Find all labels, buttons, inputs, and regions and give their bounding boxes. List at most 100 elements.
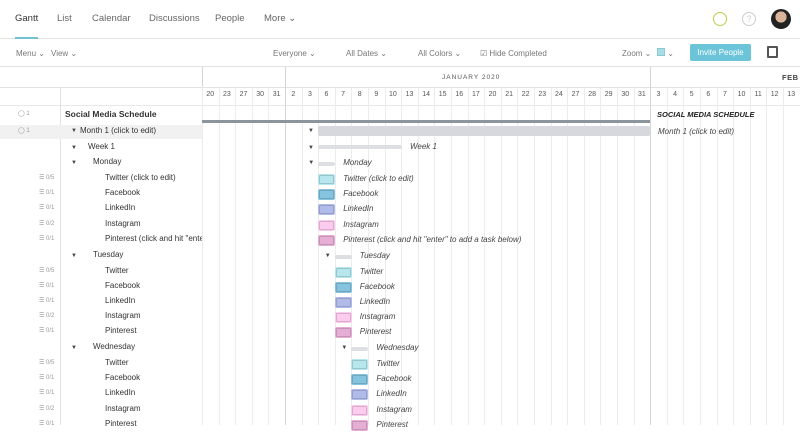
day-gridline: [218, 87, 220, 425]
task-name[interactable]: LinkedIn: [105, 388, 136, 398]
subtask-count[interactable]: ☰ 0/2: [39, 405, 55, 412]
collapse-icon[interactable]: ▼: [71, 345, 77, 351]
collapse-icon[interactable]: ▼: [308, 145, 314, 151]
subtask-count[interactable]: ☰ 0/5: [39, 360, 55, 366]
subtask-count[interactable]: ☰ 0/2: [39, 220, 55, 227]
task-name[interactable]: Facebook: [105, 280, 141, 290]
task-bar-twitter[interactable]: [318, 174, 336, 185]
task-name[interactable]: Pinterest: [105, 418, 137, 428]
task-bar-pinterest[interactable]: [318, 234, 336, 246]
task-bar-instagram[interactable]: [351, 404, 369, 416]
day-name[interactable]: Tuesday: [93, 249, 124, 259]
task-gantt-label: Facebook: [359, 281, 395, 291]
subtask-count[interactable]: ☰ 0/1: [39, 205, 55, 212]
task-bar-pinterest[interactable]: [334, 327, 352, 339]
task-name[interactable]: LinkedIn: [105, 295, 136, 305]
task-bar-pinterest[interactable]: [351, 419, 369, 431]
subtask-count[interactable]: ☰ 0/1: [39, 190, 55, 197]
avatar[interactable]: [771, 9, 791, 29]
collapse-icon[interactable]: ▼: [341, 345, 348, 351]
clock-icon[interactable]: [713, 12, 727, 26]
everyone-dropdown[interactable]: Everyone ⌄: [273, 49, 316, 58]
day-label: 20: [488, 91, 497, 98]
day-bar[interactable]: [318, 162, 336, 166]
day-label: 6: [324, 91, 329, 98]
tab-more[interactable]: More ⌄: [264, 13, 297, 24]
task-name[interactable]: Twitter: [105, 358, 129, 367]
subtask-count[interactable]: ☰ 0/1: [39, 420, 55, 427]
subtask-count[interactable]: ☰ 0/1: [39, 282, 55, 289]
all-colors-dropdown[interactable]: All Colors ⌄: [418, 49, 462, 58]
week-bar[interactable]: [318, 145, 402, 149]
task-gantt-label: Twitter: [359, 266, 384, 276]
subtask-count[interactable]: ☰ 0/1: [39, 328, 55, 335]
day-gridline: [417, 87, 419, 425]
month-bar[interactable]: [318, 126, 650, 136]
month-name[interactable]: Month 1 (click to edit): [80, 126, 157, 135]
task-bar-instagram[interactable]: [334, 312, 352, 324]
tab-people[interactable]: People: [215, 13, 245, 24]
task-bar-twitter[interactable]: [334, 266, 352, 278]
task-bar-facebook[interactable]: [351, 374, 369, 386]
collapse-icon[interactable]: ▼: [71, 160, 77, 166]
tab-list[interactable]: List: [57, 13, 72, 24]
task-bar-facebook[interactable]: [318, 189, 336, 201]
day-gridline: [600, 87, 602, 425]
task-bar-twitter[interactable]: [351, 359, 369, 370]
subtask-count[interactable]: ☰ 0/1: [39, 390, 55, 397]
tab-gantt[interactable]: Gantt: [15, 13, 39, 39]
day-label: 13: [787, 91, 796, 98]
subtask-count[interactable]: ☰ 0/1: [39, 235, 55, 242]
collapse-icon[interactable]: ▼: [324, 252, 331, 259]
task-name[interactable]: Pinterest (click and hit "enter".: [105, 233, 202, 243]
day-name[interactable]: Wednesday: [93, 342, 136, 351]
all-dates-dropdown[interactable]: All Dates ⌄: [346, 49, 387, 58]
collapse-icon[interactable]: ▼: [71, 128, 77, 134]
task-name[interactable]: Instagram: [105, 403, 141, 413]
task-bar-linkedin[interactable]: [351, 389, 369, 401]
comment-count[interactable]: ◯ 1: [18, 111, 30, 117]
task-bar-instagram[interactable]: [318, 219, 336, 231]
day-gridline: [749, 87, 751, 425]
menu-dropdown[interactable]: Menu ⌄: [16, 49, 45, 58]
tab-calendar[interactable]: Calendar: [92, 13, 131, 24]
invite-people-button[interactable]: Invite People: [690, 44, 751, 61]
task-bar-facebook[interactable]: [334, 281, 352, 293]
view-dropdown[interactable]: View ⌄: [51, 49, 78, 58]
day-name[interactable]: Monday: [93, 157, 122, 166]
subtask-count[interactable]: ☰ 0/1: [39, 375, 55, 382]
collapse-icon[interactable]: ▼: [308, 160, 315, 166]
project-bar[interactable]: [202, 120, 650, 123]
task-gantt-label: Pinterest: [376, 419, 408, 429]
task-name[interactable]: Instagram: [105, 218, 141, 228]
task-name[interactable]: Facebook: [105, 188, 141, 198]
task-name[interactable]: LinkedIn: [105, 203, 136, 213]
task-bar-linkedin[interactable]: [318, 204, 336, 216]
task-bar-linkedin[interactable]: [334, 296, 352, 308]
collapse-icon[interactable]: ▼: [71, 145, 77, 151]
present-icon[interactable]: [767, 46, 778, 58]
color-swatch-dropdown[interactable]: ⌄: [657, 48, 674, 58]
day-gridline: [650, 67, 652, 425]
day-label: 21: [505, 91, 513, 98]
task-name[interactable]: Instagram: [105, 311, 141, 321]
tab-discussions[interactable]: Discussions: [149, 13, 200, 24]
day-bar[interactable]: [351, 347, 369, 351]
subtask-count[interactable]: ☰ 0/1: [39, 297, 55, 304]
subtask-count[interactable]: ☰ 0/5: [39, 267, 55, 274]
task-name[interactable]: Twitter: [105, 265, 129, 275]
collapse-icon[interactable]: ▼: [71, 252, 77, 259]
zoom-dropdown[interactable]: Zoom ⌄: [622, 49, 652, 58]
hide-completed-checkbox[interactable]: ☑ Hide Completed: [480, 49, 547, 58]
week-name[interactable]: Week 1: [88, 142, 115, 151]
help-icon[interactable]: ?: [742, 12, 756, 26]
comment-count[interactable]: ◯ 1: [18, 128, 30, 134]
day-bar[interactable]: [334, 254, 352, 259]
task-name[interactable]: Pinterest: [105, 326, 137, 336]
day-label: 27: [239, 91, 248, 98]
subtask-count[interactable]: ☰ 0/2: [39, 313, 55, 320]
subtask-count[interactable]: ☰ 0/5: [39, 175, 55, 181]
collapse-icon[interactable]: ▼: [308, 128, 314, 134]
task-name[interactable]: Facebook: [105, 373, 141, 383]
task-name[interactable]: Twitter (click to edit): [105, 173, 176, 182]
